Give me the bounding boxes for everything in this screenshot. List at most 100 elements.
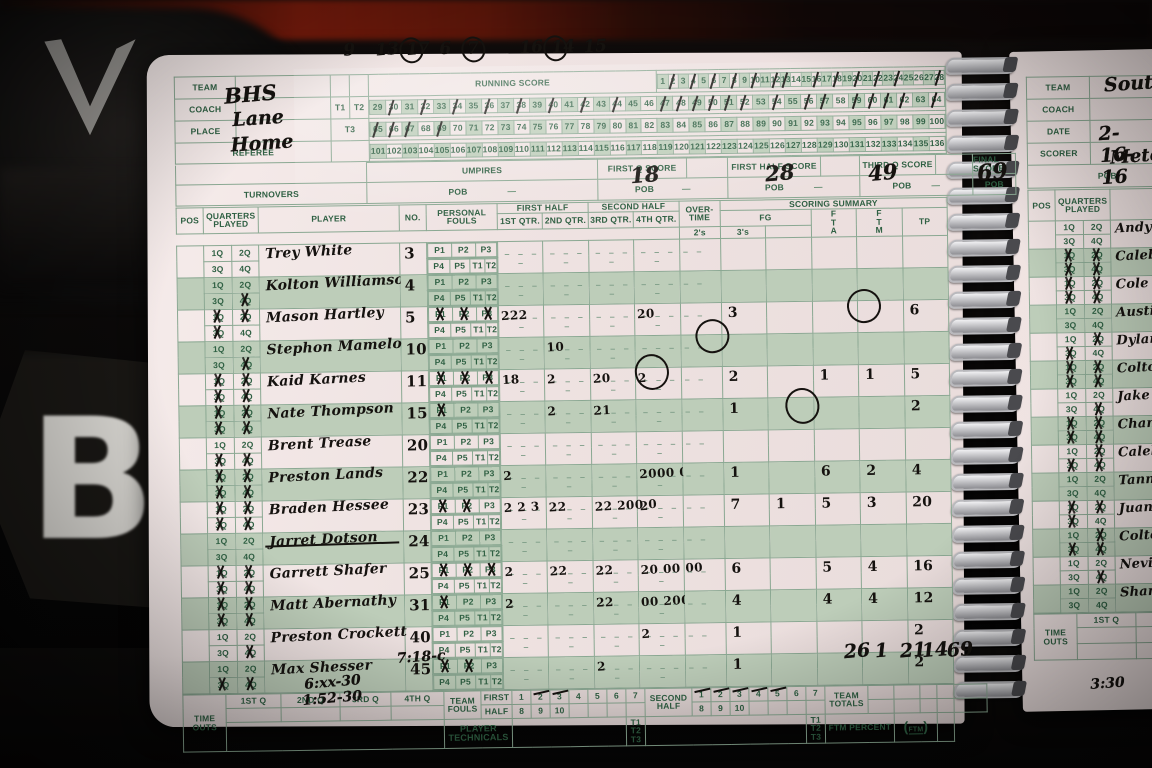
foul-p1[interactable]: P1 [429, 402, 454, 418]
foul-p4[interactable]: P4 [427, 258, 450, 274]
r-cell-q1[interactable]: 1Q [1057, 388, 1086, 403]
foul-p1[interactable]: P1 [433, 658, 458, 674]
r-cell-player-name[interactable]: Andy L [1110, 217, 1152, 249]
cell-q4-score[interactable]: – – – – [639, 654, 686, 688]
running-score-cell[interactable]: 13 [780, 72, 791, 89]
tf-sh-2[interactable]: 2 [710, 686, 731, 702]
r-cell-pos[interactable] [1031, 472, 1060, 502]
cell-ftm[interactable] [857, 299, 904, 333]
cell-q1-score[interactable]: – – – – [497, 240, 544, 274]
running-score-cell[interactable]: 82 [641, 118, 658, 133]
foul-t1[interactable]: T1 [471, 354, 487, 369]
tt-ftm[interactable] [936, 683, 954, 699]
cell-tp[interactable] [903, 330, 950, 364]
foul-t2[interactable]: T2 [490, 642, 503, 657]
pob-4[interactable]: POB — [859, 174, 973, 197]
r-cell-player-name[interactable]: Juan [1114, 497, 1152, 529]
r-cell-q3[interactable]: 3Q [1056, 318, 1085, 333]
cell-fouls-bottom[interactable]: P4 P5 T1 T2 [428, 385, 500, 403]
cell-q4[interactable]: 4Q [234, 484, 263, 501]
cell-pos[interactable] [182, 661, 210, 694]
cell-player-name[interactable]: Braden Hessee [262, 496, 404, 533]
cell-ftm[interactable] [860, 523, 907, 557]
r-cell-q2[interactable]: 2Q [1087, 584, 1116, 599]
cell-player-name[interactable]: Stephon Mamelo [259, 335, 402, 373]
foul-p1[interactable]: P1 [430, 434, 455, 450]
table-row[interactable]: 1Q 2Q Caleb [1028, 245, 1152, 278]
running-score-cell[interactable]: 99 [912, 114, 929, 129]
cell-fta[interactable]: 5 [814, 492, 861, 525]
cell-q2[interactable]: 2Q [234, 500, 263, 517]
cell-jersey-number[interactable]: 3 [399, 242, 428, 275]
foul-p2[interactable]: P2 [451, 274, 476, 289]
pob-2[interactable]: POB — [597, 177, 728, 201]
foul-p3[interactable]: P3 [475, 242, 497, 257]
r-cell-q4[interactable]: 4Q [1084, 318, 1112, 333]
cell-q1[interactable]: 1Q [206, 468, 235, 486]
foul-p2[interactable]: P2 [455, 562, 480, 577]
running-score-cell[interactable]: 61 [880, 92, 897, 109]
running-score-cell[interactable]: 64 [928, 92, 945, 108]
cell-pos[interactable] [181, 565, 209, 598]
cell-q1-score[interactable]: – – – – [498, 272, 544, 306]
running-score-cell[interactable]: 116 [609, 140, 626, 155]
foul-p4[interactable]: P4 [428, 290, 451, 306]
running-score-cell[interactable]: 83 [657, 118, 674, 133]
cell-q3-score[interactable]: – – – – [589, 335, 636, 368]
running-score-cell[interactable]: 3 [678, 73, 689, 89]
r-cell-q3[interactable]: 3Q [1059, 514, 1088, 529]
r-cell-q2[interactable]: 2Q [1086, 500, 1115, 515]
foul-p5[interactable]: P5 [451, 418, 473, 433]
foul-t1[interactable]: T1 [474, 610, 491, 625]
running-score-cell[interactable]: 103 [402, 143, 419, 158]
running-score-cell[interactable]: 40 [545, 97, 562, 114]
to-q4-cell-a[interactable] [391, 704, 445, 720]
foul-p3[interactable]: P3 [476, 306, 498, 321]
cell-q2-score[interactable]: – – – – [543, 271, 590, 305]
pt-t-col-a[interactable]: T1 T2 T3 [626, 716, 646, 746]
cell-threes[interactable] [766, 268, 813, 302]
cell-fouls-top[interactable]: P1 P2 P3 [430, 529, 502, 547]
r-cell-player-name[interactable]: Shane [1115, 581, 1152, 613]
running-score-cell[interactable]: 8 [729, 72, 740, 89]
foul-t2[interactable]: T2 [485, 258, 497, 273]
cell-fouls-bottom[interactable]: P4 P5 T1 T2 [427, 321, 499, 339]
cell-tp[interactable] [906, 522, 952, 556]
cell-q4[interactable]: 4Q [233, 388, 261, 405]
cell-pos[interactable] [181, 629, 210, 662]
foul-t2[interactable]: T2 [489, 546, 502, 561]
tf-sh-1[interactable]: 1 [691, 687, 712, 702]
r-cell-player-name[interactable]: Caleb [1110, 245, 1152, 277]
tf-fh-9[interactable]: 9 [531, 703, 551, 718]
cell-jersey-number[interactable]: 31 [404, 594, 432, 627]
r-cell-q4[interactable]: 4Q [1084, 374, 1113, 389]
cell-q3-score[interactable]: – – – –22 200 0 [592, 495, 657, 528]
foul-p4[interactable]: P4 [430, 418, 452, 434]
r-cell-q3[interactable]: 3Q [1060, 570, 1088, 585]
running-score-cell[interactable]: 58 [832, 93, 849, 108]
running-score-cell[interactable]: 97 [880, 115, 898, 130]
running-score-cell[interactable]: 5 [698, 73, 709, 88]
foul-t2[interactable]: T2 [488, 514, 501, 529]
cell-ftm[interactable] [857, 331, 904, 365]
r-pob-1[interactable]: POB— [1027, 162, 1152, 189]
cell-q2-score[interactable]: – – – – [546, 463, 593, 497]
cell-fouls-bottom[interactable]: P4 P5 T1 T2 [429, 417, 501, 435]
cell-jersey-number[interactable]: 11 [401, 370, 429, 403]
first-half-score-value[interactable] [820, 155, 860, 177]
cell-tp[interactable]: 2 [904, 394, 951, 428]
table-row[interactable]: 1Q 2Q Chandler [1031, 413, 1152, 446]
cell-ftm[interactable]: 1 [858, 363, 905, 397]
to-q1-cell[interactable] [226, 707, 282, 722]
running-score-cell[interactable]: 51 [720, 95, 738, 111]
r-cell-q3[interactable]: 3Q [1056, 290, 1085, 305]
cell-q1[interactable]: 1Q [204, 276, 232, 294]
cell-ftm[interactable]: 3 [860, 491, 907, 525]
foul-t2[interactable]: T2 [491, 674, 503, 689]
foul-t2[interactable]: T2 [488, 482, 501, 497]
running-score-cell[interactable]: 129 [817, 137, 834, 152]
r-cell-q3[interactable]: 3Q [1057, 374, 1086, 389]
cell-fta[interactable] [812, 332, 859, 365]
r-cell-pos[interactable] [1028, 248, 1057, 278]
